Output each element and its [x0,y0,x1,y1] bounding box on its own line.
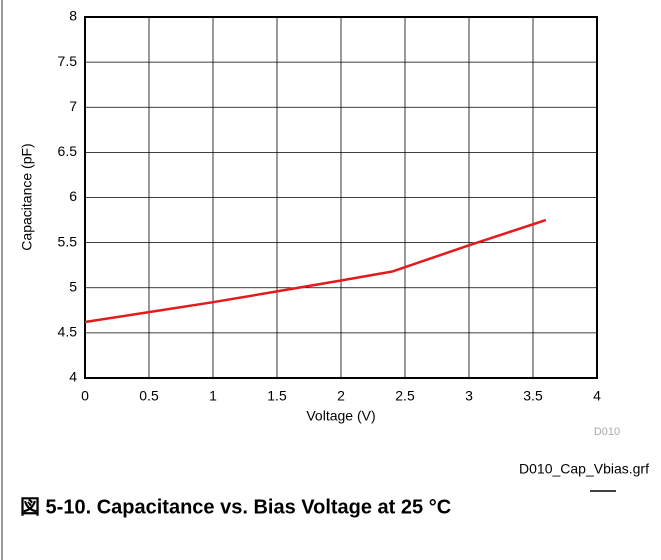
x-tick-label: 2.5 [395,388,415,404]
x-axis-label: Voltage (V) [306,408,375,424]
data-line [84,218,547,324]
y-axis-label: Capacitance (pF) [19,143,35,250]
x-tick-label: 0 [81,388,89,404]
x-tick-label: 2 [337,388,345,404]
caption: 図 5-10. Capacitance vs. Bias Voltage at … [20,496,451,518]
y-tick-label: 6.5 [58,143,78,159]
y-tick-label: 7 [69,98,77,114]
y-tick-label: 4 [69,369,77,385]
y-tick-label: 5 [69,278,77,294]
plot-frame [84,16,598,379]
x-tick-label: 3 [465,388,473,404]
x-tick-label: 1 [209,388,217,404]
y-tick-label: 4.5 [58,324,78,340]
file-name: D010_Cap_Vbias.grf [519,461,649,477]
y-tick-label: 7.5 [58,53,78,69]
x-tick-label: 3.5 [523,388,543,404]
x-tick-label: 0.5 [139,388,159,404]
y-tick-label: 5.5 [58,233,78,249]
x-tick-label: 1.5 [267,388,287,404]
y-tick-label: 6 [69,188,77,204]
x-tick-label: 4 [593,388,601,404]
y-tick-label: 8 [69,8,77,24]
source-tag: D010 [594,426,620,438]
